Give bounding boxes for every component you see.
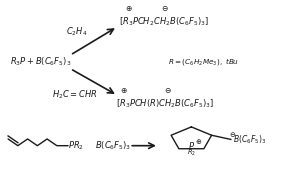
Text: $B(C_6F_5)_3$: $B(C_6F_5)_3$ <box>233 133 266 146</box>
Text: $B(C_6F_5)_3$: $B(C_6F_5)_3$ <box>95 139 131 152</box>
Text: $[R_3PCH(R)CH_2B(C_6F_5)_3]$: $[R_3PCH(R)CH_2B(C_6F_5)_3]$ <box>116 98 214 110</box>
Text: $PR_2$: $PR_2$ <box>68 139 84 152</box>
Text: $R = (C_6H_2Me_3),\ \mathit{t}Bu$: $R = (C_6H_2Me_3),\ \mathit{t}Bu$ <box>168 56 239 67</box>
Text: $R_2$: $R_2$ <box>187 148 196 158</box>
Text: $\ominus$: $\ominus$ <box>229 130 237 139</box>
Text: $[R_3PCH_2CH_2B(C_6F_5)_3]$: $[R_3PCH_2CH_2B(C_6F_5)_3]$ <box>119 15 209 28</box>
Text: $\oplus$: $\oplus$ <box>119 86 127 95</box>
Text: $C_2H_4$: $C_2H_4$ <box>66 26 87 38</box>
Text: $P$: $P$ <box>188 140 195 151</box>
Text: $\oplus$: $\oplus$ <box>125 4 133 13</box>
Text: $H_2C{=}CHR$: $H_2C{=}CHR$ <box>53 88 98 101</box>
Text: $\ominus$: $\ominus$ <box>164 86 172 95</box>
Text: $\oplus$: $\oplus$ <box>195 137 202 146</box>
Text: $R_3P + B(C_6F_5)_3$: $R_3P + B(C_6F_5)_3$ <box>10 56 71 68</box>
Text: $\ominus$: $\ominus$ <box>161 4 169 13</box>
